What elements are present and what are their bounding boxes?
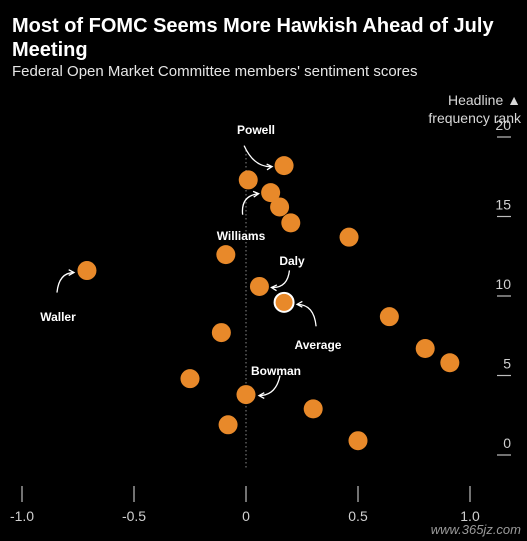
data-point bbox=[261, 183, 281, 203]
annotation-label-powell: Powell bbox=[237, 123, 275, 137]
data-point bbox=[218, 415, 238, 435]
annotation-label-williams: Williams bbox=[217, 229, 266, 243]
data-point bbox=[348, 431, 368, 451]
annotation-arrowhead bbox=[68, 269, 76, 277]
chart-subtitle: Federal Open Market Committee members' s… bbox=[12, 63, 418, 80]
x-tick-label: -1.0 bbox=[10, 508, 34, 524]
annotation-label-waller: Waller bbox=[40, 310, 76, 324]
y-tick-label: 0 bbox=[503, 435, 511, 451]
data-point bbox=[238, 170, 258, 190]
data-point bbox=[440, 353, 460, 373]
data-point bbox=[216, 245, 236, 265]
x-tick-label: 0 bbox=[242, 508, 250, 524]
data-point bbox=[77, 261, 97, 281]
annotation-labels: Powell Williams Waller Daly Average Bowman bbox=[40, 123, 342, 378]
data-point bbox=[303, 399, 323, 419]
annotation-arrow bbox=[241, 193, 259, 215]
annotation-arrowhead bbox=[252, 190, 260, 198]
annotation-arrow bbox=[271, 270, 291, 289]
y-tick-label: 20 bbox=[495, 117, 511, 133]
annotation-label-bowman: Bowman bbox=[251, 364, 301, 378]
x-tick-label: 0.5 bbox=[348, 508, 368, 524]
data-point bbox=[379, 307, 399, 327]
annotation-arrowhead bbox=[270, 284, 278, 292]
average-point bbox=[273, 291, 295, 313]
annotation-arrowhead bbox=[295, 300, 303, 308]
annotation-arrow bbox=[243, 145, 273, 168]
data-point bbox=[211, 323, 231, 343]
chart-title: Most of FOMC Seems More Hawkish Ahead of… bbox=[12, 15, 494, 61]
axis-layer: -1.0 -0.5 0 0.5 1.0 0 5 10 15 20 Headline ▲ frequen… bbox=[10, 92, 522, 524]
data-point bbox=[180, 369, 200, 389]
data-point bbox=[270, 197, 290, 217]
x-tick-label: 1.0 bbox=[460, 508, 480, 524]
watermark: www.365jz.com bbox=[430, 522, 521, 537]
y-tick-label: 15 bbox=[495, 197, 511, 213]
y-tick-label: 10 bbox=[495, 276, 511, 292]
annotation-arrowhead bbox=[266, 163, 274, 171]
data-point bbox=[236, 385, 256, 405]
y-axis-label: frequency rank bbox=[428, 110, 522, 126]
annotation-arrows bbox=[56, 145, 317, 400]
y-axis-label: Headline ▲ bbox=[448, 92, 521, 108]
data-point bbox=[339, 227, 359, 247]
data-points bbox=[77, 156, 460, 451]
y-tick-label: 5 bbox=[503, 356, 511, 372]
data-point bbox=[249, 276, 269, 296]
annotation-label-average: Average bbox=[295, 338, 342, 352]
data-point bbox=[415, 338, 435, 358]
data-point bbox=[281, 213, 301, 233]
annotation-arrow bbox=[258, 375, 281, 397]
x-tick-label: -0.5 bbox=[122, 508, 146, 524]
annotation-arrow bbox=[56, 271, 74, 293]
annotation-label-daly: Daly bbox=[279, 254, 305, 268]
annotation-arrowhead bbox=[257, 392, 265, 400]
data-point bbox=[274, 156, 294, 176]
annotation-arrow bbox=[297, 303, 317, 327]
